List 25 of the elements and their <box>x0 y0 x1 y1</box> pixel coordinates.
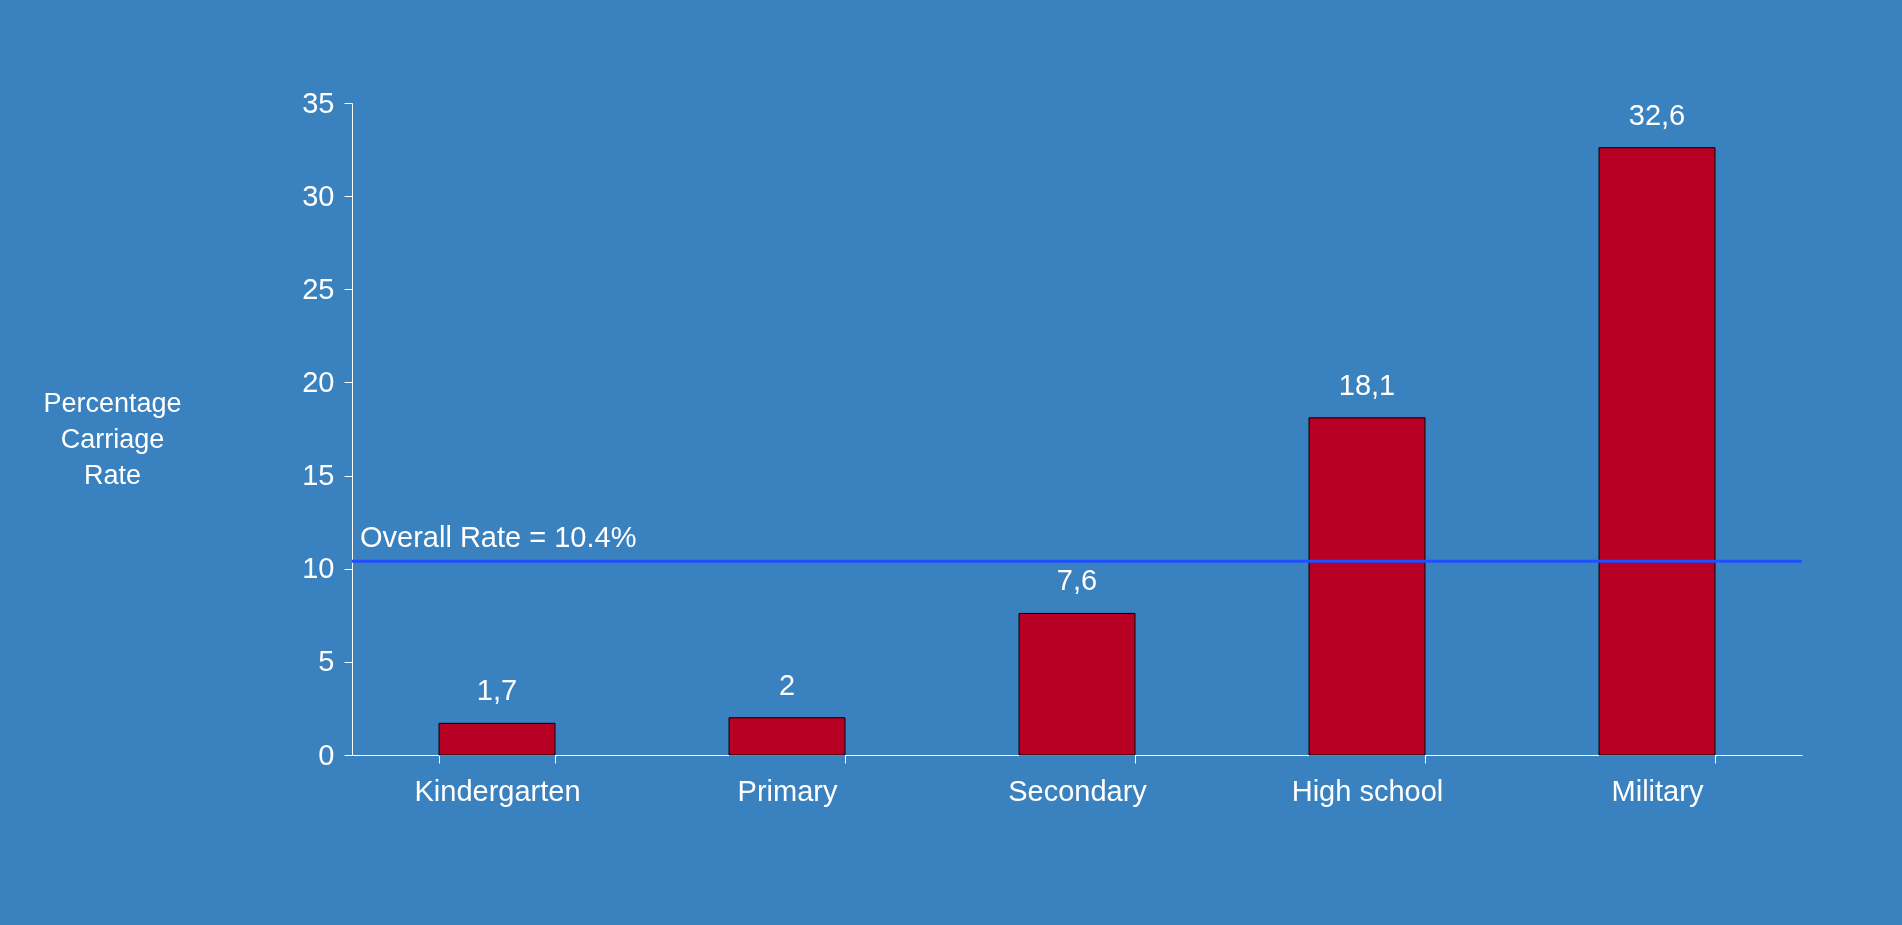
y-axis-title: Percentage Carriage Rate <box>43 387 182 490</box>
data-label: 1,7 <box>476 674 518 707</box>
data-label: 2 <box>778 668 796 701</box>
x-tick-label: Primary <box>737 774 838 807</box>
y-tick-label: 35 <box>302 86 335 119</box>
x-tick-label: Secondary <box>1008 774 1148 807</box>
data-label: 32,6 <box>1628 98 1686 131</box>
bar <box>1308 417 1426 756</box>
y-tick-label: 25 <box>302 272 335 305</box>
y-tick-label: 5 <box>318 645 335 678</box>
bar <box>1598 147 1716 756</box>
data-label: 7,6 <box>1056 564 1098 597</box>
y-tick-label: 0 <box>318 738 335 771</box>
y-tick-label: 10 <box>302 552 335 585</box>
x-tick-label: Kindergarten <box>414 774 581 807</box>
y-tick-label: 20 <box>302 365 335 398</box>
ref-line-label: Overall Rate = 10.4% <box>360 521 637 554</box>
y-tick-label: 30 <box>302 179 335 212</box>
y-tick-label: 15 <box>302 459 335 492</box>
bar <box>1018 612 1136 756</box>
x-tick-label: Military <box>1611 774 1704 807</box>
data-label: 18,1 <box>1338 368 1396 401</box>
x-tick-label: High school <box>1291 774 1444 807</box>
bar <box>438 722 556 756</box>
bar <box>728 717 846 756</box>
